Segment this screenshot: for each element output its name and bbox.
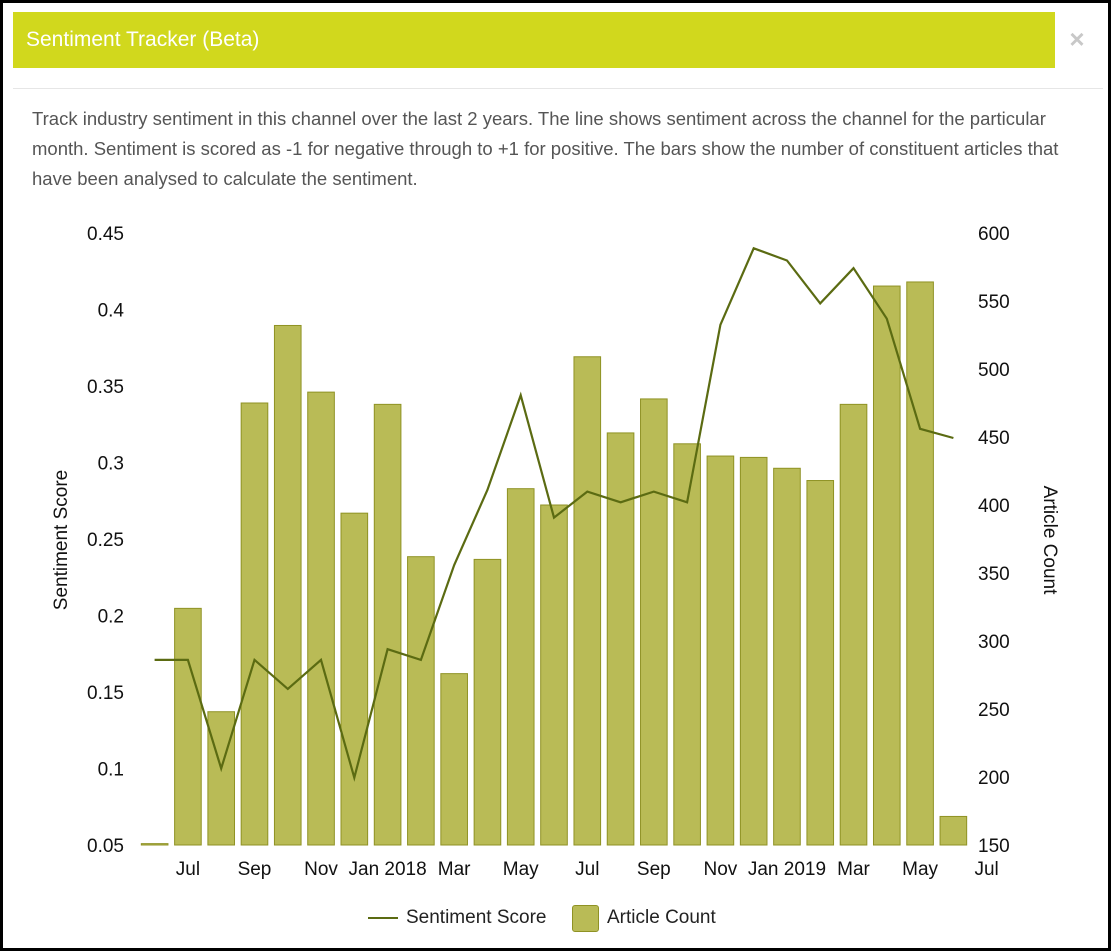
- bar: [273, 324, 302, 846]
- bar: [872, 285, 901, 846]
- x-tick-label: Nov: [704, 859, 738, 880]
- bar: [939, 815, 968, 846]
- bar: [839, 403, 868, 846]
- bar: [140, 843, 169, 846]
- x-tick-label: Jul: [176, 859, 200, 880]
- y-tick-label-left: 0.15: [87, 683, 124, 704]
- x-tick-label: May: [902, 859, 938, 880]
- y-tick-label-right: 500: [978, 360, 1010, 381]
- x-tick-label: Jul: [575, 859, 599, 880]
- y-tick-label-right: 550: [978, 292, 1010, 313]
- bar: [640, 398, 668, 846]
- bar: [739, 456, 768, 846]
- bar: [906, 281, 934, 846]
- legend-line-swatch: [368, 917, 398, 919]
- bar: [606, 432, 635, 846]
- bar: [207, 711, 236, 846]
- y-tick-label-left: 0.2: [98, 607, 124, 628]
- legend-bar-swatch: [572, 904, 599, 932]
- y-axis-title-right: Article Count: [1039, 486, 1060, 595]
- bar: [806, 480, 835, 846]
- bar: [307, 391, 335, 846]
- y-tick-label-right: 400: [978, 496, 1010, 517]
- header-divider: [13, 88, 1103, 89]
- bar: [773, 467, 801, 846]
- x-tick-label: Jul: [974, 859, 998, 880]
- chart-legend: Sentiment Score Article Count: [0, 900, 1111, 936]
- x-tick-label: Nov: [304, 859, 338, 880]
- bar: [440, 673, 468, 846]
- y-tick-label-right: 150: [978, 836, 1010, 857]
- y-tick-label-left: 0.4: [98, 301, 125, 322]
- dialog-header: Sentiment Tracker (Beta): [13, 12, 1055, 68]
- y-tick-label-left: 0.25: [87, 530, 124, 551]
- bar: [174, 607, 202, 846]
- x-tick-label: Mar: [837, 859, 870, 880]
- legend-label: Article Count: [607, 907, 716, 928]
- legend-item-article-count[interactable]: Article Count: [572, 904, 716, 932]
- bar: [240, 402, 269, 846]
- bar: [673, 443, 701, 846]
- bar: [506, 488, 535, 846]
- y-tick-label-left: 0.05: [87, 836, 124, 857]
- x-tick-label: Jan 2019: [748, 859, 826, 880]
- bar: [540, 504, 568, 846]
- legend-item-sentiment-score[interactable]: Sentiment Score: [368, 904, 546, 932]
- bar: [407, 556, 435, 846]
- y-tick-label-left: 0.35: [87, 377, 124, 398]
- y-tick-label-right: 350: [978, 564, 1010, 585]
- x-tick-label: Mar: [438, 859, 471, 880]
- y-tick-label-left: 0.1: [98, 760, 124, 781]
- bar: [473, 558, 502, 846]
- x-tick-label: Sep: [637, 859, 671, 880]
- y-tick-label-right: 250: [978, 700, 1010, 721]
- x-tick-label: May: [503, 859, 539, 880]
- bar: [573, 356, 602, 846]
- x-tick-label: Jan 2018: [349, 859, 427, 880]
- legend-label: Sentiment Score: [406, 907, 547, 928]
- sentiment-chart: 0.05 0.1 0.15 0.2 0.25 0.3 0.35 0.4 0.45 150 200 25…: [51, 224, 1060, 880]
- sentiment-line: [154, 246, 954, 782]
- description-text: Track industry sentiment in this channel…: [32, 108, 1059, 189]
- bar: [706, 455, 735, 846]
- y-tick-label-right: 600: [978, 224, 1010, 245]
- y-axis-title-left: Sentiment Score: [51, 470, 72, 610]
- bar: [340, 512, 369, 846]
- close-icon[interactable]: ×: [1069, 24, 1085, 54]
- x-tick-label: Sep: [238, 859, 272, 880]
- y-tick-label-left: 0.3: [98, 454, 124, 475]
- y-tick-label-right: 450: [978, 428, 1010, 449]
- y-tick-label-right: 300: [978, 632, 1010, 653]
- y-tick-label-right: 200: [978, 768, 1010, 789]
- y-tick-label-left: 0.45: [87, 224, 124, 245]
- dialog-title: Sentiment Tracker (Beta): [26, 28, 260, 51]
- bar: [373, 403, 402, 846]
